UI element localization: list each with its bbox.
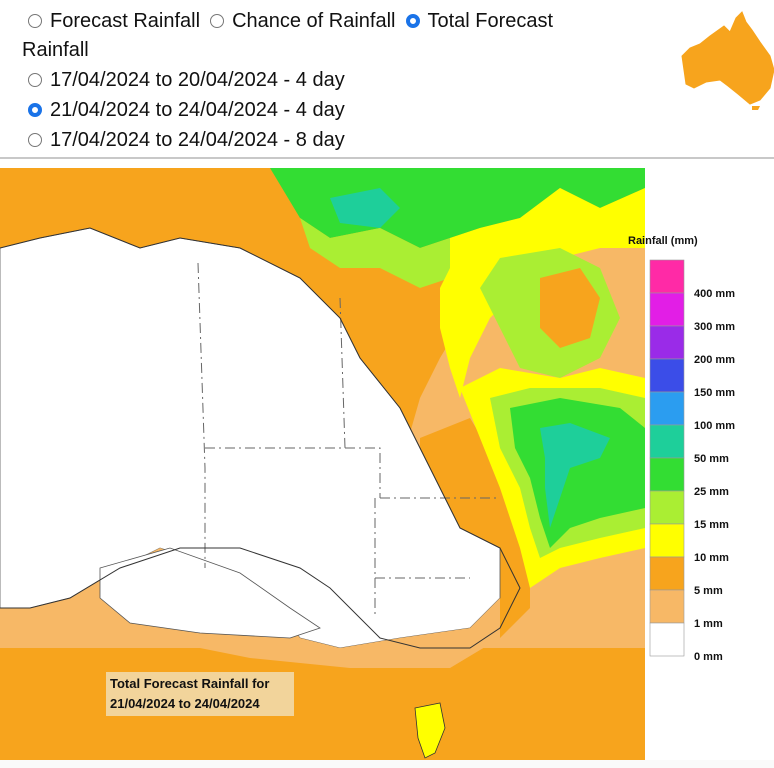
period-option-2-label[interactable]: 21/04/2024 to 24/04/2024 - 4 day [50, 99, 345, 121]
state-borders [197, 262, 500, 618]
legend-swatch [649, 358, 685, 393]
map-footer-strip [0, 760, 774, 768]
radio-chance-of-rainfall[interactable] [210, 14, 225, 28]
map-zone-15mm-north [300, 218, 470, 288]
period-option-3[interactable]: 17/04/2024 to 24/04/2024 - 8 day [28, 128, 355, 152]
period-option-1-label[interactable]: 17/04/2024 to 20/04/2024 - 4 day [50, 69, 345, 91]
legend-swatch [649, 523, 685, 558]
legend-swatch [649, 424, 685, 459]
map-zone-50mm-east [540, 423, 610, 528]
legend-label: 1 mm [694, 618, 723, 630]
legend-label: 15 mm [694, 519, 729, 531]
legend-title: Rainfall (mm) [628, 235, 698, 247]
legend-swatch [649, 292, 685, 327]
legend-label: 300 mm [694, 321, 735, 333]
legend-label: 5 mm [694, 585, 723, 597]
radio-period-1[interactable] [28, 73, 42, 87]
map-zone-50mm-north [330, 188, 400, 228]
legend-label: 100 mm [694, 420, 735, 432]
legend-label: 25 mm [694, 486, 729, 498]
map-zone-0mm-south [99, 547, 321, 639]
map-caption-line2: 21/04/2024 to 24/04/2024 [110, 696, 260, 711]
legend-label: 50 mm [694, 453, 729, 465]
map-zone-5mm-south [0, 648, 645, 768]
radio-chance-of-rainfall-label[interactable]: Chance of Rainfall [232, 10, 396, 32]
radio-total-forecast-rainfall-label[interactable]: Total Forecast [427, 10, 554, 32]
australia-map-icon[interactable] [680, 8, 774, 110]
period-option-2[interactable]: 21/04/2024 to 24/04/2024 - 4 day [28, 98, 355, 122]
legend-label: 10 mm [694, 552, 729, 564]
legend-swatch [649, 325, 685, 360]
rainfall-legend: Rainfall (mm) 400 mm 300 mm 200 mm 150 mm 10… [628, 235, 735, 663]
legend-swatch [649, 556, 685, 591]
radio-period-2[interactable] [28, 103, 42, 117]
map-caption-line1: Total Forecast Rainfall for [110, 676, 270, 691]
legend-swatch [649, 589, 685, 624]
legend-swatch [649, 622, 685, 657]
map-caption: Total Forecast Rainfall for 21/04/2024 t… [106, 672, 294, 716]
section-divider [0, 157, 774, 159]
radio-total-forecast-rainfall-label-wrap[interactable]: Rainfall [22, 39, 89, 61]
period-option-1[interactable]: 17/04/2024 to 20/04/2024 - 4 day [28, 68, 355, 92]
radio-forecast-rainfall[interactable] [28, 14, 42, 28]
radio-forecast-rainfall-label[interactable]: Forecast Rainfall [50, 10, 201, 32]
rainfall-type-wrap-row: Rainfall [22, 38, 89, 62]
legend-swatch [649, 490, 685, 525]
map-zone-25mm-north [270, 168, 645, 248]
period-option-3-label[interactable]: 17/04/2024 to 24/04/2024 - 8 day [50, 129, 345, 151]
legend-label: 200 mm [694, 354, 735, 366]
coastline [0, 227, 521, 649]
forecast-options-panel: Forecast Rainfall Chance of Rainfall Tot… [0, 0, 774, 158]
legend-label: 0 mm [694, 651, 723, 663]
legend-swatch [649, 457, 685, 492]
legend-label: 150 mm [694, 387, 735, 399]
map-zone-10mm-northeast [440, 188, 645, 398]
rainfall-map[interactable]: Rainfall (mm) 400 mm 300 mm 200 mm 150 mm 10… [0, 168, 774, 768]
legend-swatch [649, 391, 685, 426]
legend-swatch [649, 259, 685, 294]
rainfall-type-group: Forecast Rainfall Chance of Rainfall Tot… [28, 9, 563, 33]
radio-period-3[interactable] [28, 133, 42, 147]
radio-total-forecast-rainfall[interactable] [405, 14, 420, 28]
map-zone-5mm-pocket [540, 268, 600, 348]
map-tasmania [414, 702, 446, 759]
legend-label: 400 mm [694, 288, 735, 300]
